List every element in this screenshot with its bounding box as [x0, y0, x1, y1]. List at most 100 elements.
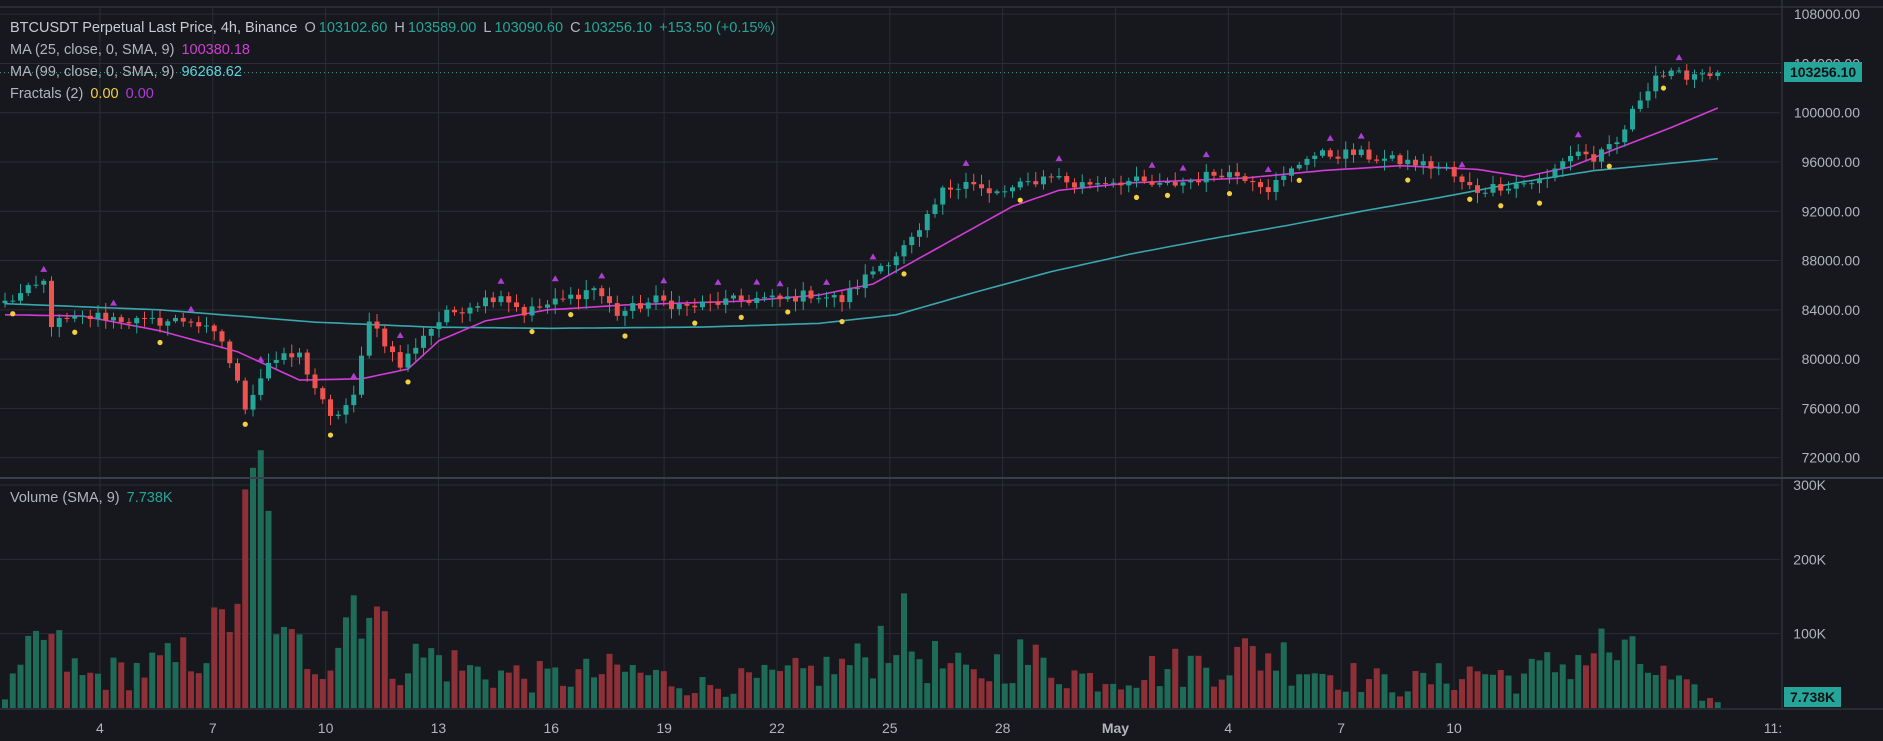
- volume-bar: [1575, 655, 1582, 708]
- price-tick-label: 80000.00: [1802, 351, 1861, 367]
- candle-body: [1676, 70, 1682, 72]
- volume-bar: [870, 678, 876, 708]
- candle-body: [1490, 184, 1496, 193]
- candle: [1087, 178, 1093, 189]
- candle: [1211, 169, 1217, 182]
- volume-bar: [1652, 675, 1659, 708]
- volume-bar: [1637, 664, 1644, 708]
- volume-bar: [467, 665, 473, 708]
- volume-bar: [808, 665, 814, 708]
- candle-body: [1606, 144, 1612, 150]
- candle-body: [576, 294, 581, 300]
- candle: [103, 302, 109, 329]
- volume-bar: [1660, 665, 1667, 708]
- candle-body: [1265, 187, 1271, 193]
- volume-bar: [1242, 638, 1248, 708]
- candle-body: [1072, 182, 1077, 188]
- candle: [1366, 141, 1372, 163]
- volume-bar: [1466, 666, 1473, 708]
- volume-bar: [180, 637, 187, 708]
- candle-body: [103, 312, 109, 321]
- candle: [95, 305, 101, 327]
- fractal-down-marker: [1536, 200, 1543, 206]
- ma25-path: [4, 107, 1719, 381]
- volume-bars: [2, 450, 1721, 708]
- candle-body: [1459, 176, 1465, 183]
- fractal-up-marker: [1202, 151, 1210, 158]
- candle-body: [1467, 182, 1473, 186]
- volume-bar: [1133, 687, 1140, 708]
- candle-body: [1095, 183, 1101, 185]
- candle: [180, 312, 186, 327]
- candle-body: [1320, 150, 1325, 156]
- candle-body: [459, 312, 465, 314]
- candle: [1668, 67, 1674, 80]
- candle-body: [173, 317, 178, 322]
- volume-bar: [265, 510, 272, 708]
- candle: [1242, 173, 1248, 184]
- candle-body: [1141, 176, 1147, 182]
- candle-body: [180, 317, 186, 322]
- candle: [1025, 172, 1031, 186]
- fractal-down-marker: [1017, 197, 1023, 203]
- volume-bar: [505, 672, 512, 708]
- candle-body: [1281, 175, 1287, 180]
- volume-bar: [1273, 670, 1279, 708]
- volume-legend[interactable]: Volume (SMA, 9) 7.738K: [10, 488, 176, 508]
- candle-body: [1002, 191, 1008, 193]
- volume-bar: [366, 617, 373, 708]
- candle-body: [762, 297, 767, 299]
- fractal-up-marker: [962, 159, 970, 166]
- fractals-legend[interactable]: Fractals (2) 0.00 0.00: [10, 84, 157, 104]
- candle: [622, 306, 628, 327]
- candle: [785, 287, 791, 302]
- candle: [72, 310, 78, 323]
- candle-body: [684, 303, 690, 306]
- volume-bar: [350, 595, 357, 708]
- candle: [769, 289, 775, 308]
- volume-bar: [1087, 673, 1093, 708]
- candle-body: [723, 298, 729, 305]
- volume-bar: [1567, 679, 1574, 708]
- volume-bar: [1443, 683, 1450, 708]
- candle: [281, 347, 287, 365]
- volume-bar: [188, 671, 194, 708]
- candle-body: [1451, 166, 1457, 177]
- candle-body: [901, 245, 907, 257]
- candle: [1002, 185, 1008, 198]
- fractal-up-marker: [257, 355, 265, 362]
- volume-bar: [908, 651, 915, 708]
- candle: [1707, 66, 1713, 80]
- volume-bar: [1342, 691, 1349, 708]
- candle: [1250, 176, 1256, 192]
- volume-bar: [994, 654, 1000, 708]
- candle: [700, 295, 705, 311]
- fractal-down-marker: [1606, 163, 1612, 169]
- volume-bar: [381, 611, 388, 708]
- volume-bar: [513, 665, 520, 708]
- candle-body: [1327, 150, 1333, 157]
- candle: [10, 294, 16, 304]
- candle: [467, 302, 473, 322]
- volume-bar: [257, 450, 264, 708]
- candle: [421, 326, 426, 357]
- volume-bar: [397, 685, 404, 708]
- ma25-legend[interactable]: MA (25, close, 0, SMA, 9) 100380.18: [10, 40, 253, 60]
- candle-body: [1529, 183, 1535, 185]
- price-tick-label: 108000.00: [1794, 6, 1860, 22]
- candle: [459, 307, 465, 324]
- candle: [1289, 166, 1294, 183]
- candle: [1498, 177, 1504, 196]
- fractal-down-marker: [242, 421, 248, 427]
- volume-bar: [730, 693, 737, 708]
- volume-bar: [622, 671, 628, 708]
- ma99-legend[interactable]: MA (99, close, 0, SMA, 9) 96268.62: [10, 62, 245, 82]
- candle-body: [986, 188, 992, 194]
- candle: [684, 300, 690, 317]
- volume-bar: [1691, 684, 1698, 708]
- fractal-up-marker: [350, 372, 358, 379]
- volume-bar: [1350, 663, 1357, 708]
- volume-bar: [854, 643, 861, 708]
- candle-body: [731, 295, 736, 299]
